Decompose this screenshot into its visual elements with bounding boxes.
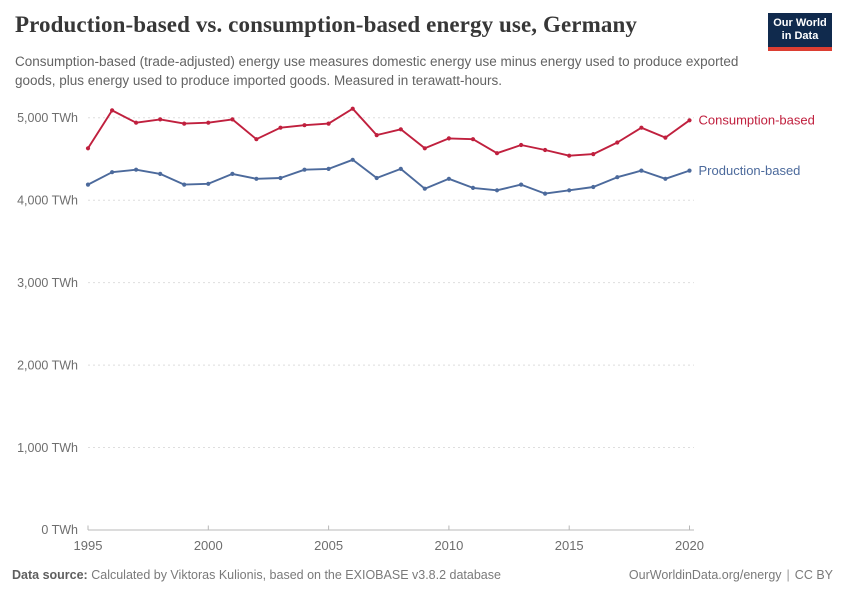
production-based-point-2017[interactable] [615, 175, 620, 180]
consumption-based-point-2019[interactable] [663, 135, 668, 140]
production-based-point-2004[interactable] [302, 167, 307, 172]
production-based-point-1997[interactable] [134, 167, 139, 172]
production-based-point-2015[interactable] [567, 188, 572, 193]
footer-separator: | [786, 568, 790, 582]
consumption-based-point-2005[interactable] [326, 121, 331, 126]
x-axis-label: 1995 [74, 538, 103, 553]
consumption-based-point-2003[interactable] [278, 125, 283, 130]
owid-logo-text: Our World in Data [768, 13, 832, 47]
production-based-point-1998[interactable] [158, 171, 163, 176]
consumption-based-point-2013[interactable] [519, 142, 524, 148]
consumption-based-point-1996[interactable] [110, 108, 115, 113]
y-axis-label: 4,000 TWh [17, 193, 78, 207]
production-based-point-2003[interactable] [278, 175, 283, 181]
consumption-based-point-2014[interactable] [543, 147, 548, 153]
production-based-point-2007[interactable] [374, 175, 379, 181]
owid-logo-line1: Our World [773, 17, 827, 29]
x-axis-label: 2010 [434, 538, 463, 553]
owid-energy-link[interactable]: OurWorldinData.org/energy [628, 568, 782, 582]
production-based-point-2014[interactable] [543, 191, 548, 196]
consumption-based-point-2016[interactable] [591, 152, 596, 157]
production-based-point-2000[interactable] [206, 181, 211, 186]
data-source-label: Data source: [12, 568, 88, 582]
production-based-point-2008[interactable] [398, 166, 403, 171]
consumption-based-point-1997[interactable] [134, 120, 139, 125]
production-based-point-1996[interactable] [110, 170, 115, 175]
production-based-point-2009[interactable] [422, 186, 427, 191]
production-based-point-2012[interactable] [494, 188, 500, 193]
consumption-based-point-2007[interactable] [374, 133, 379, 138]
production-based-point-1999[interactable] [182, 182, 187, 187]
footer-rights: OurWorldinData.org/energy | CC BY [629, 568, 833, 582]
production-based-point-2018[interactable] [639, 168, 644, 173]
consumption-based-point-2011[interactable] [470, 137, 476, 142]
y-axis-label: 5,000 TWh [17, 111, 78, 125]
y-axis-label: 2,000 TWh [17, 358, 78, 372]
page-title: Production-based vs. consumption-based e… [15, 12, 637, 37]
y-axis-label: 1,000 TWh [17, 441, 78, 455]
y-axis-label: 0 TWh [41, 523, 78, 537]
consumption-based-point-1999[interactable] [182, 121, 187, 126]
chart-subtitle: Consumption-based (trade-adjusted) energ… [15, 54, 739, 88]
data-source-note: Data source: Calculated by Viktoras Kuli… [12, 568, 501, 582]
x-axis-label: 2020 [675, 538, 704, 553]
y-axis-label: 3,000 TWh [17, 276, 78, 290]
x-axis-label: 2015 [555, 538, 584, 553]
series-label-production-based[interactable]: Production-based [699, 163, 801, 178]
license-badge: CC BY [794, 568, 833, 582]
production-based-point-2010[interactable] [446, 176, 451, 181]
series-label-consumption-based[interactable]: Consumption-based [699, 112, 815, 127]
production-based-point-2002[interactable] [254, 176, 259, 181]
production-based-point-2001[interactable] [230, 171, 235, 176]
production-based-point-2019[interactable] [663, 176, 668, 181]
owid-logo-red-bar [768, 47, 832, 51]
x-axis-label: 2000 [194, 538, 223, 553]
consumption-based-point-2010[interactable] [446, 136, 451, 141]
consumption-based-point-2001[interactable] [230, 117, 235, 122]
owid-logo-line2: in Data [781, 30, 819, 42]
consumption-based-point-2009[interactable] [422, 146, 427, 151]
consumption-based-point-2012[interactable] [494, 151, 500, 156]
production-based-line[interactable] [87, 158, 691, 195]
production-based-point-2006[interactable] [350, 157, 355, 162]
consumption-based-point-1998[interactable] [158, 117, 163, 122]
production-based-point-2005[interactable] [326, 166, 331, 171]
consumption-based-line[interactable] [87, 107, 691, 157]
production-based-point-2020[interactable] [687, 168, 692, 173]
consumption-based-point-2017[interactable] [615, 140, 620, 145]
consumption-based-point-2006[interactable] [350, 106, 355, 111]
consumption-based-point-2008[interactable] [398, 127, 403, 132]
x-axis-label: 2005 [314, 538, 343, 553]
consumption-based-point-2018[interactable] [639, 125, 644, 130]
production-based-point-1995[interactable] [85, 182, 91, 187]
owid-logo[interactable]: Our World in Data [768, 13, 832, 51]
chart-footer: Data source: Calculated by Viktoras Kuli… [0, 564, 850, 590]
consumption-based-point-2020[interactable] [687, 118, 692, 123]
consumption-based-point-2002[interactable] [254, 137, 259, 142]
consumption-based-point-2004[interactable] [302, 123, 307, 128]
production-based-point-2011[interactable] [470, 185, 476, 190]
production-based-point-2013[interactable] [519, 182, 524, 187]
consumption-based-point-1995[interactable] [85, 146, 91, 151]
consumption-based-point-2015[interactable] [567, 153, 572, 158]
consumption-based-point-2000[interactable] [206, 120, 211, 125]
production-based-point-2016[interactable] [591, 184, 596, 190]
data-source-text: Calculated by Viktoras Kulionis, based o… [91, 568, 501, 582]
